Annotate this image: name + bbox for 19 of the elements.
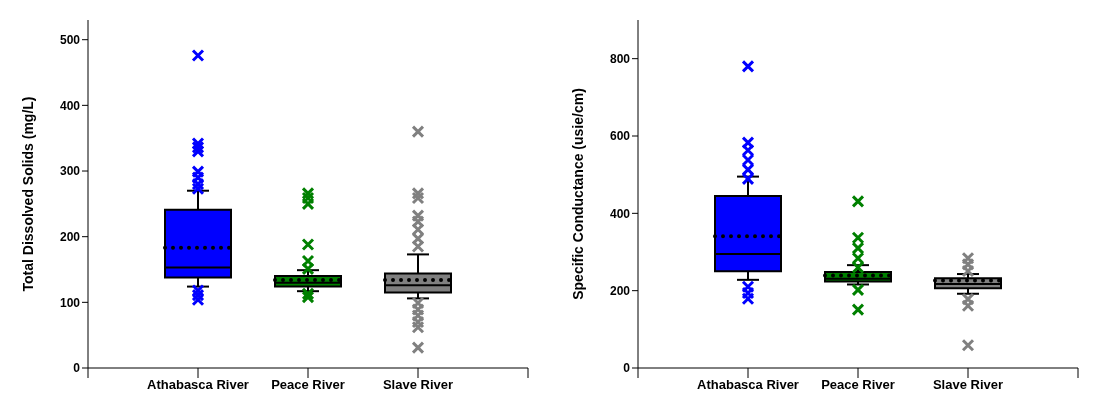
y-tick-label: 600 bbox=[609, 129, 631, 144]
y-tick-label: 800 bbox=[609, 51, 631, 66]
y-tick-label: 400 bbox=[59, 98, 81, 113]
y-tick-label: 0 bbox=[623, 361, 631, 376]
y-tick-label: 400 bbox=[609, 206, 631, 221]
y-axis-title: Total Dissolved Solids (mg/L) bbox=[19, 96, 36, 292]
y-tick-label: 0 bbox=[73, 361, 81, 376]
y-tick-label: 200 bbox=[59, 229, 81, 244]
x-tick-label: Peace River bbox=[821, 377, 895, 393]
y-tick-label: 500 bbox=[59, 32, 81, 47]
x-tick-label: Slave River bbox=[382, 377, 454, 393]
x-tick-label: Athabasca River bbox=[147, 377, 249, 393]
y-tick-label: 100 bbox=[59, 295, 81, 310]
y-tick-label: 300 bbox=[59, 164, 81, 179]
y-tick-label: 200 bbox=[609, 283, 631, 298]
y-axis-title: Specific Conductance (usie/cm) bbox=[569, 88, 586, 300]
x-tick-label: Peace River bbox=[271, 377, 345, 393]
x-tick-label: Athabasca River bbox=[697, 377, 799, 393]
x-tick-label: Slave River bbox=[932, 377, 1004, 393]
